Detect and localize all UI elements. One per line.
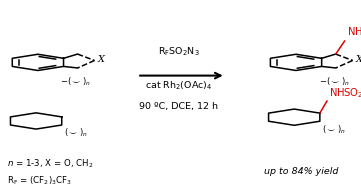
Text: $-(\smile)_n$: $-(\smile)_n$ — [60, 76, 91, 88]
Text: $n$ = 1-3, X = O, CH$_{2}$: $n$ = 1-3, X = O, CH$_{2}$ — [7, 157, 94, 170]
Text: up to 84% yield: up to 84% yield — [264, 167, 339, 177]
Text: R$_{\rm F}$SO$_{2}$N$_{3}$: R$_{\rm F}$SO$_{2}$N$_{3}$ — [158, 46, 200, 58]
Text: NHSO$_{2}$R$_{\rm F}$: NHSO$_{2}$R$_{\rm F}$ — [347, 26, 361, 39]
Text: NHSO$_{2}$R$_{\rm F}$: NHSO$_{2}$R$_{\rm F}$ — [329, 86, 361, 100]
Text: R$_{\rm F}$ = (CF$_{2}$)$_{3}$CF$_{3}$: R$_{\rm F}$ = (CF$_{2}$)$_{3}$CF$_{3}$ — [7, 174, 72, 187]
Text: $(\smile)_n$: $(\smile)_n$ — [322, 123, 345, 136]
Text: X: X — [97, 55, 104, 64]
Text: X: X — [356, 55, 361, 64]
Text: cat Rh$_{2}$(OAc)$_{4}$: cat Rh$_{2}$(OAc)$_{4}$ — [145, 80, 212, 92]
Text: $-(\smile)_n$: $-(\smile)_n$ — [318, 76, 349, 88]
Text: $(\smile)_n$: $(\smile)_n$ — [64, 127, 87, 139]
Text: 90 ºC, DCE, 12 h: 90 ºC, DCE, 12 h — [139, 102, 218, 111]
